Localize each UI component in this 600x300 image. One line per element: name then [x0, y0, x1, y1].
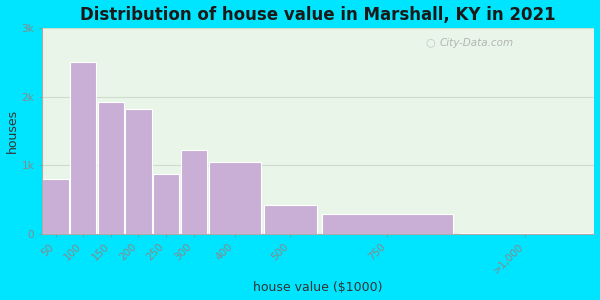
Bar	[153, 174, 179, 234]
Bar	[209, 162, 262, 234]
Bar	[322, 214, 453, 234]
Bar	[43, 179, 68, 234]
Title: Distribution of house value in Marshall, KY in 2021: Distribution of house value in Marshall,…	[80, 6, 556, 24]
Bar	[98, 102, 124, 234]
Bar	[70, 62, 97, 234]
Bar	[125, 109, 152, 234]
Y-axis label: houses: houses	[5, 109, 19, 153]
Bar	[181, 150, 207, 234]
Bar	[460, 233, 591, 234]
Text: ○: ○	[426, 37, 436, 47]
Text: City-Data.com: City-Data.com	[440, 38, 514, 48]
X-axis label: house value ($1000): house value ($1000)	[253, 281, 383, 294]
Bar	[264, 205, 317, 234]
